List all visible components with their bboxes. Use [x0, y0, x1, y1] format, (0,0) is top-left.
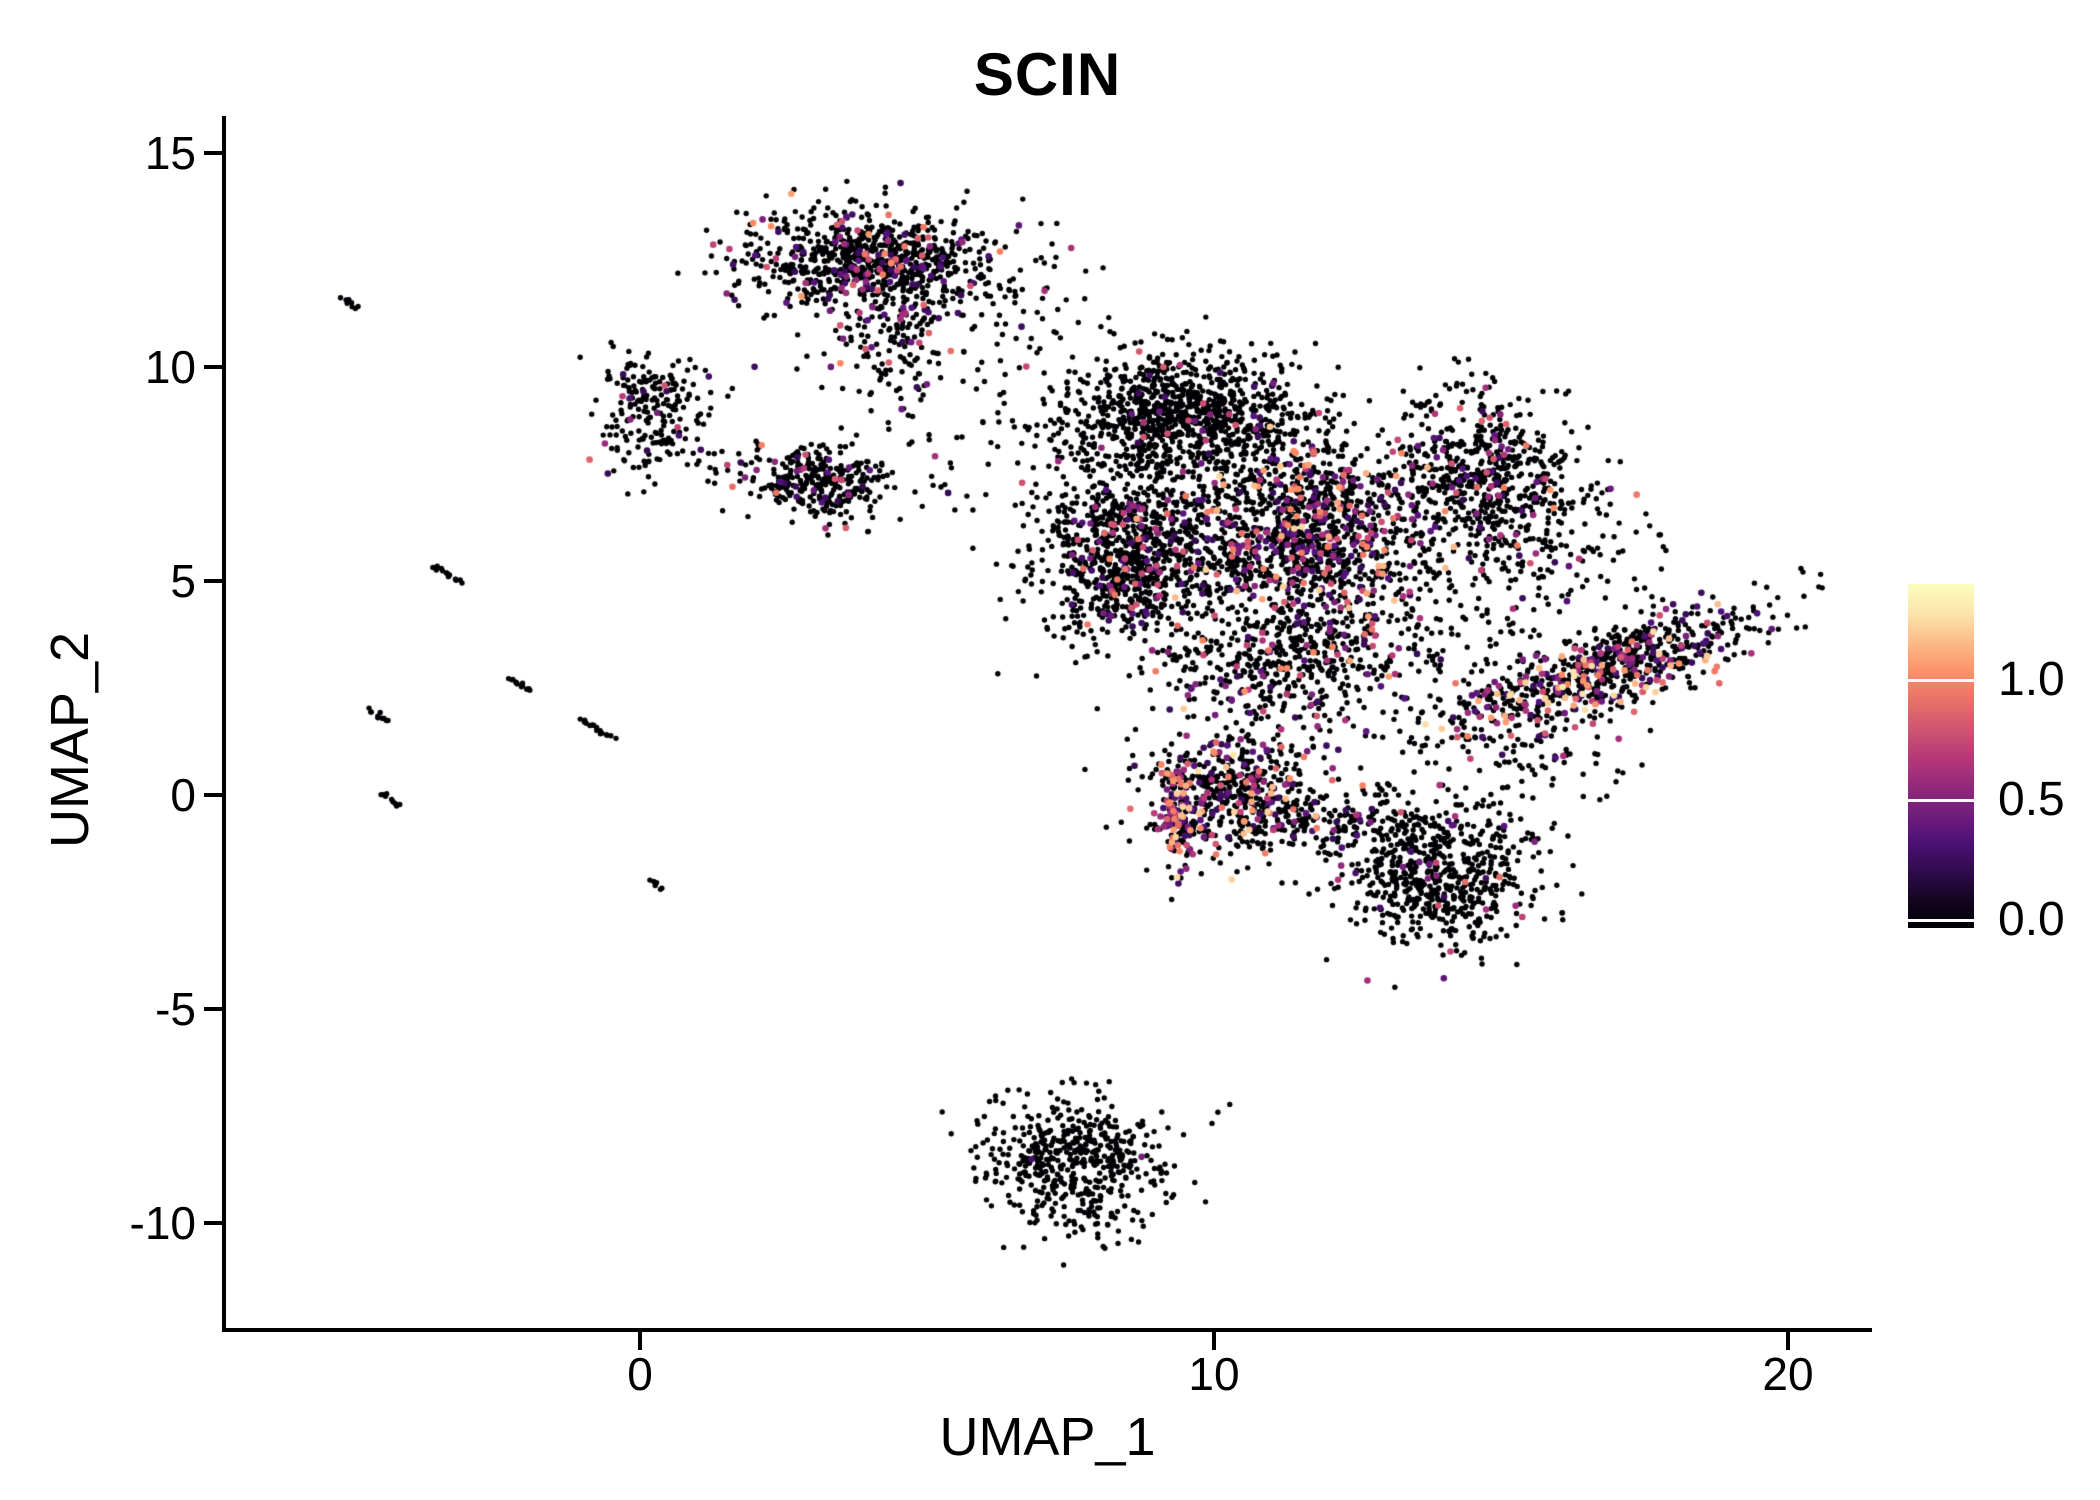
y-tick-label: 5 [170, 555, 196, 607]
legend-tick [1908, 798, 1974, 802]
x-tick-label: 0 [627, 1348, 653, 1400]
y-axis-label: UMAP_2 [40, 631, 100, 849]
legend-tick [1908, 918, 1974, 922]
x-tick-label: 20 [1762, 1348, 1814, 1400]
y-tick-label: 15 [144, 127, 196, 179]
x-tick [638, 1332, 642, 1350]
chart-title: SCIN [973, 41, 1122, 108]
x-axis-line [222, 1328, 1872, 1332]
legend-tick-label: 1.0 [1998, 653, 2065, 706]
x-tick [1786, 1332, 1790, 1350]
legend-colorbar [1908, 584, 1974, 928]
legend-tick [1908, 678, 1974, 682]
y-tick [204, 1221, 222, 1225]
y-tick-label: -5 [155, 983, 196, 1035]
y-tick [204, 793, 222, 797]
x-tick-label: 10 [1188, 1348, 1240, 1400]
legend-tick-label: 0.0 [1998, 893, 2065, 946]
y-tick-label: 0 [170, 769, 196, 821]
y-tick [204, 365, 222, 369]
legend-tick-label: 0.5 [1998, 773, 2065, 826]
y-tick-label: 10 [144, 341, 196, 393]
y-tick-label: -10 [129, 1197, 196, 1249]
x-tick [1212, 1332, 1216, 1350]
y-tick [204, 1007, 222, 1011]
x-axis-label: UMAP_1 [939, 1407, 1156, 1467]
y-axis-line [222, 116, 226, 1332]
y-tick [204, 579, 222, 583]
y-tick [204, 151, 222, 155]
